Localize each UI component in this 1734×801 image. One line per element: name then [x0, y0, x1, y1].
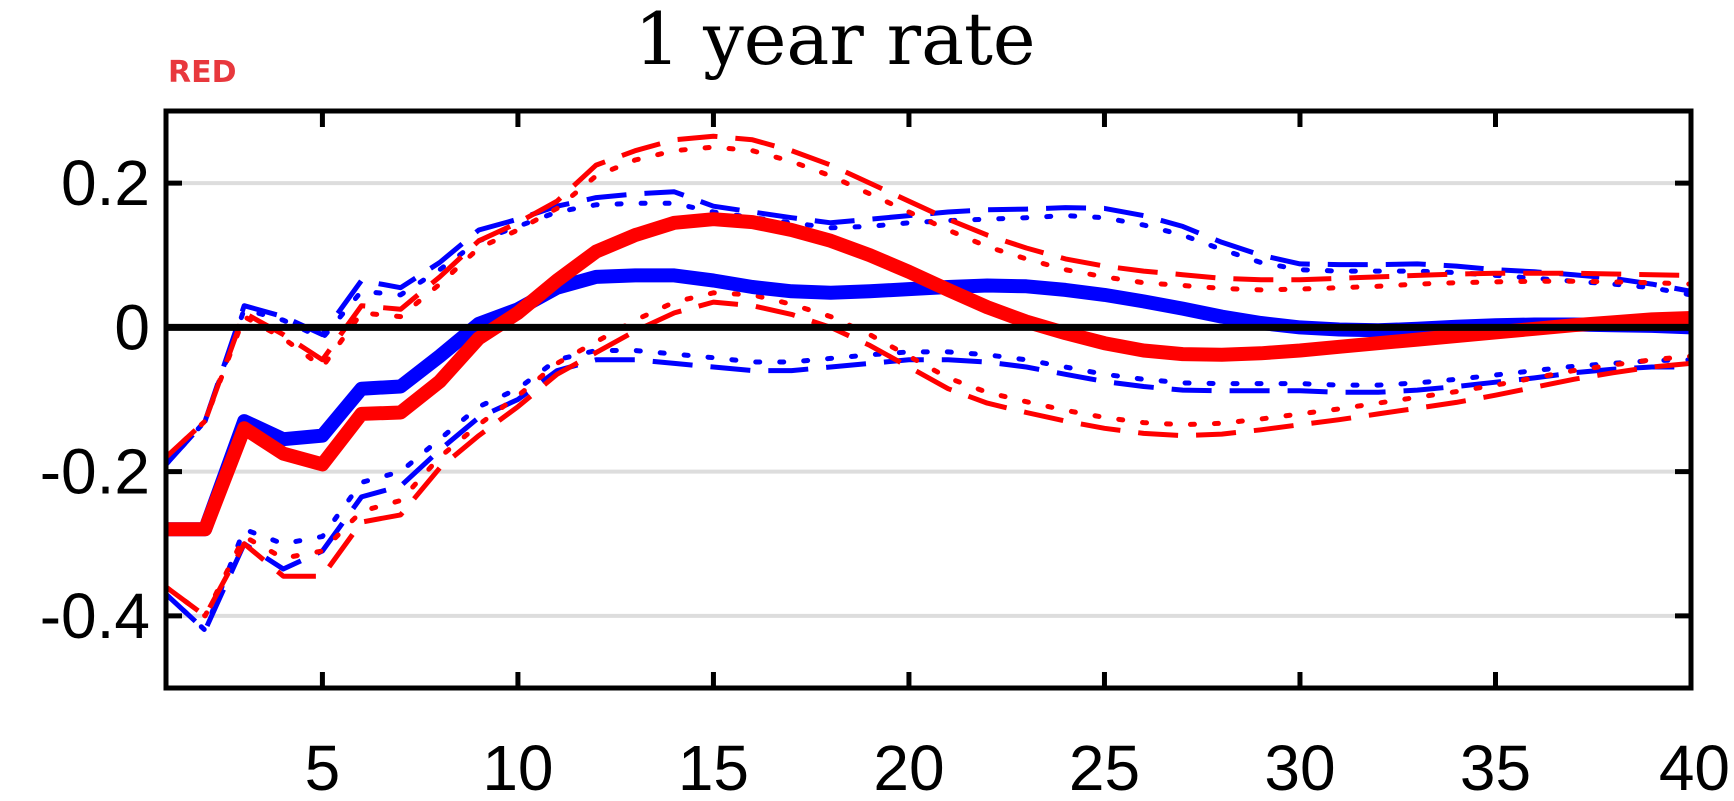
- x-tick-label: 40: [1659, 732, 1730, 801]
- x-tick-label: 25: [1069, 732, 1140, 801]
- chart-title: 1 year rate: [634, 0, 1035, 81]
- x-tick-label: 30: [1264, 732, 1335, 801]
- y-tick-label: 0: [114, 291, 150, 363]
- series-line-blue-dot: [166, 348, 1691, 633]
- gridlines: [166, 181, 1691, 618]
- y-tick-label: 0.2: [61, 147, 150, 219]
- series-line-red-dash: [166, 133, 1691, 460]
- plot-frame: [163, 108, 1694, 691]
- x-tick-label: 20: [873, 732, 944, 801]
- x-tick-label: 15: [678, 732, 749, 801]
- series-line-blue-dash: [166, 357, 1691, 633]
- y-tick-label: -0.4: [40, 580, 150, 652]
- red-tag-label: RED: [168, 55, 237, 90]
- axis-ticks: 0.2 0 -0.2 -0.4 5 10 15 20 25 30 35 40: [40, 111, 1730, 801]
- y-tick-label: -0.2: [40, 436, 150, 508]
- series-line-red-dot: [166, 144, 1691, 460]
- x-tick-label: 35: [1460, 732, 1531, 801]
- series-line-red-solid: [166, 212, 1691, 537]
- x-tick-label: 10: [482, 732, 553, 801]
- series-line-red-dash: [166, 299, 1691, 619]
- series-layer: [166, 133, 1691, 633]
- x-tick-label: 5: [305, 732, 341, 801]
